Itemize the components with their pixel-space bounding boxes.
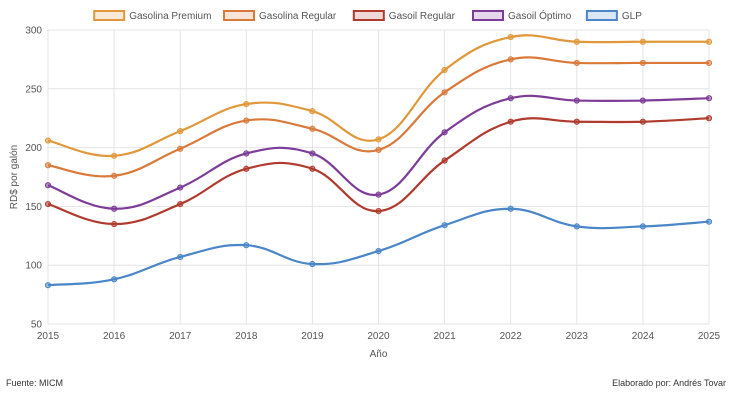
data-point <box>44 182 52 189</box>
data-point <box>441 66 448 74</box>
legend-swatch <box>223 10 255 21</box>
data-point <box>441 157 448 164</box>
data-point <box>705 218 713 225</box>
data-point <box>705 95 713 102</box>
data-point <box>243 242 250 249</box>
data-point <box>441 222 448 229</box>
legend-swatch <box>472 10 504 21</box>
y-axis-ticks: 50 100 150 200 250 300 <box>25 26 42 331</box>
data-point <box>639 118 647 125</box>
x-tick-label: 2020 <box>367 331 390 342</box>
x-tick-label: 2019 <box>301 331 324 342</box>
data-point <box>507 56 514 63</box>
data-point <box>639 223 647 230</box>
y-tick-label: 50 <box>31 320 43 331</box>
x-axis-title: Año <box>370 349 388 360</box>
legend-label: Gasoil Regular <box>389 11 456 22</box>
x-tick-label: 2015 <box>37 331 60 342</box>
data-point <box>309 165 316 172</box>
data-point <box>243 165 250 172</box>
y-axis-title: RD$ por galón <box>9 145 20 209</box>
data-point <box>309 260 316 268</box>
y-tick-label: 200 <box>25 143 42 154</box>
footer-credit: Elaborado por: Andrés Tovar <box>612 378 726 388</box>
data-point <box>375 247 382 255</box>
data-point <box>441 89 448 96</box>
data-point <box>375 146 382 154</box>
x-tick-label: 2024 <box>632 331 655 342</box>
data-point <box>111 172 118 179</box>
data-point <box>177 200 184 208</box>
data-point <box>243 100 250 108</box>
y-tick-label: 300 <box>25 26 42 37</box>
data-point <box>111 220 118 228</box>
data-point <box>573 223 580 230</box>
legend-label: GLP <box>622 11 642 22</box>
data-point <box>309 125 316 132</box>
data-point <box>573 59 580 67</box>
data-point <box>177 253 184 261</box>
data-point <box>639 59 647 67</box>
data-point <box>573 118 580 125</box>
data-point <box>111 205 118 212</box>
x-tick-label: 2025 <box>698 331 721 342</box>
data-point <box>639 38 647 45</box>
legend-swatch <box>93 10 126 21</box>
data-point <box>309 108 316 115</box>
data-point <box>111 276 118 283</box>
x-tick-label: 2022 <box>500 331 523 342</box>
data-point <box>705 115 713 122</box>
data-point <box>44 162 52 169</box>
x-tick-label: 2016 <box>103 331 126 342</box>
data-point <box>375 191 382 198</box>
data-point <box>705 38 713 45</box>
x-tick-label: 2018 <box>235 331 258 342</box>
data-point <box>639 97 647 104</box>
data-point <box>243 117 250 124</box>
data-point <box>507 205 514 212</box>
grid-lines <box>47 29 710 325</box>
legend-swatch <box>352 10 385 21</box>
data-point <box>705 59 713 67</box>
data-point <box>44 200 52 208</box>
y-tick-label: 100 <box>25 261 42 272</box>
x-tick-label: 2021 <box>433 331 456 342</box>
x-tick-label: 2023 <box>566 331 589 342</box>
line-chart: Gasolina Premium Gasolina Regular Gasoil R… <box>9 9 721 360</box>
data-point <box>243 150 250 157</box>
data-point <box>44 137 52 144</box>
y-tick-label: 150 <box>25 202 42 213</box>
data-point <box>177 184 184 191</box>
x-tick-label: 2017 <box>169 331 192 342</box>
data-point <box>573 38 580 45</box>
series-points <box>44 33 713 289</box>
data-point <box>111 152 118 159</box>
legend-swatch <box>585 10 618 21</box>
legend: Gasolina Premium Gasolina Regular Gasoil R… <box>93 9 642 22</box>
x-axis-ticks: 2015 2016 2017 2018 2019 2020 2021 2022 2023 2024… <box>37 331 721 342</box>
data-point <box>44 282 52 289</box>
legend-label: Gasoil Óptimo <box>508 9 572 22</box>
legend-label: Gasolina Regular <box>259 11 337 22</box>
data-point <box>441 129 448 136</box>
data-point <box>507 118 514 125</box>
data-point <box>507 33 514 41</box>
data-point <box>177 145 184 152</box>
data-point <box>573 97 580 104</box>
data-point <box>177 128 184 135</box>
data-point <box>507 95 514 102</box>
data-point <box>375 208 382 215</box>
data-point <box>375 136 382 143</box>
footer-source: Fuente: MICM <box>6 378 64 388</box>
data-point <box>309 150 316 157</box>
y-tick-label: 250 <box>25 84 42 95</box>
legend-label: Gasolina Premium <box>129 11 211 22</box>
